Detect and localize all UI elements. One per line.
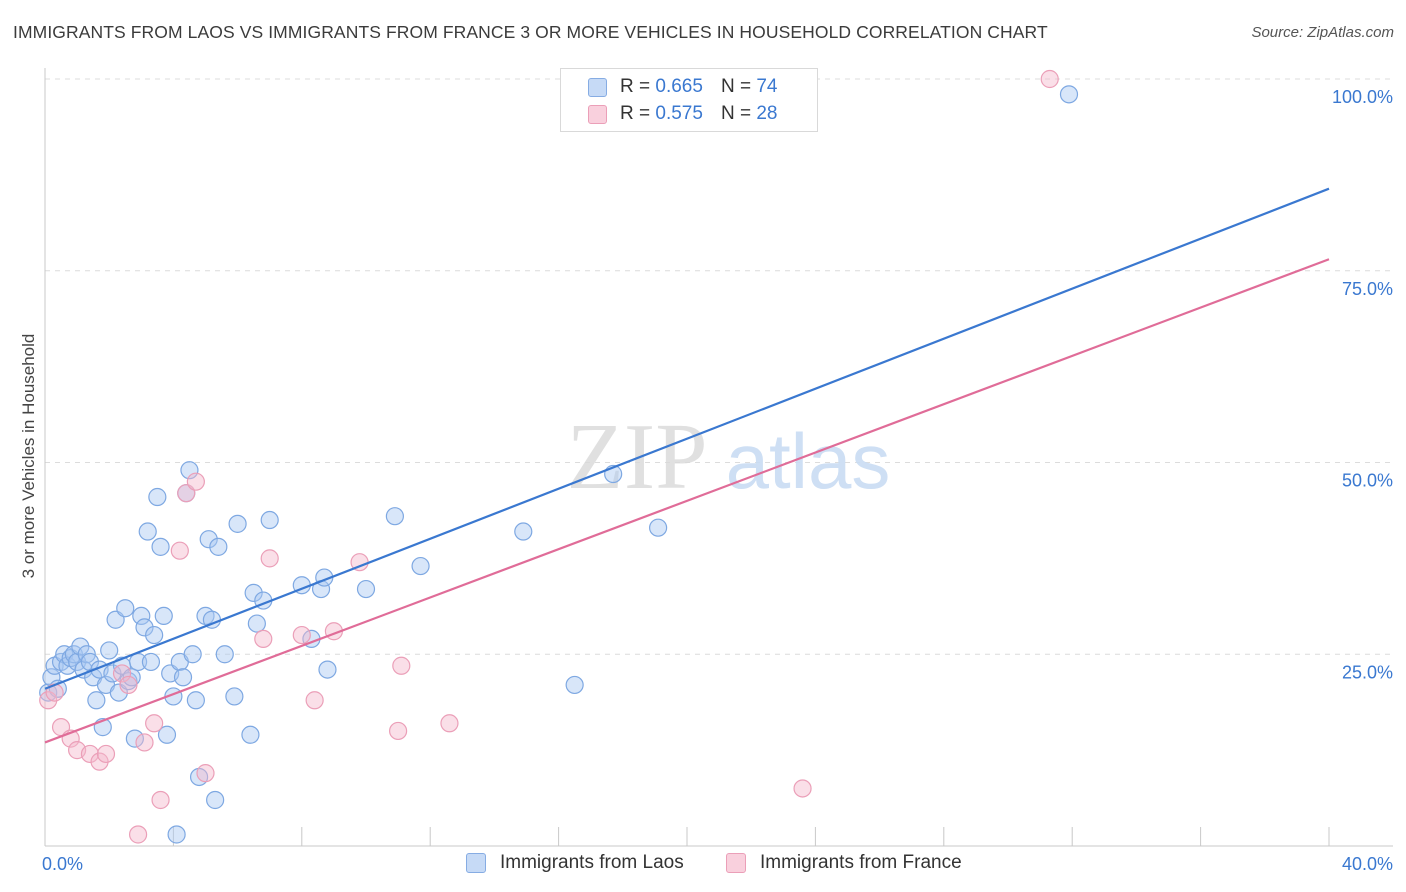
series-legend-france[interactable]: Immigrants from France xyxy=(726,852,962,874)
chart-title: IMMIGRANTS FROM LAOS VS IMMIGRANTS FROM … xyxy=(13,22,1048,42)
point-france xyxy=(135,733,154,752)
point-laos xyxy=(565,675,584,695)
y-tick-label: 100.0% xyxy=(1332,87,1393,107)
point-france xyxy=(196,764,215,783)
legend-n-label: N = xyxy=(720,103,752,124)
point-france xyxy=(119,675,138,695)
series-legend-laos[interactable]: Immigrants from Laos xyxy=(466,852,684,874)
legend-n-value: 74 xyxy=(756,76,778,97)
y-tick-label: 75.0% xyxy=(1342,279,1393,299)
point-france xyxy=(305,691,324,710)
legend-row-france: R = 0.575 N = 28 xyxy=(588,102,777,126)
point-laos xyxy=(356,579,376,599)
point-laos xyxy=(209,537,228,556)
point-france xyxy=(292,625,311,645)
point-france xyxy=(80,744,100,764)
point-laos xyxy=(241,725,260,744)
point-laos xyxy=(125,729,144,748)
point-france xyxy=(170,541,189,560)
legend-swatch-france xyxy=(588,104,607,124)
point-france xyxy=(1040,69,1059,89)
point-laos xyxy=(385,507,404,526)
series-legend: Immigrants from Laos Immigrants from Fra… xyxy=(0,852,1406,876)
legend-n-label: N = xyxy=(720,76,752,97)
point-france xyxy=(128,825,148,844)
point-laos xyxy=(199,530,218,549)
point-france xyxy=(186,472,205,491)
data-points xyxy=(39,69,1079,844)
point-laos xyxy=(173,668,193,687)
point-laos xyxy=(411,556,430,576)
point-laos xyxy=(228,514,247,533)
point-laos xyxy=(157,725,177,744)
y-tick-label: 50.0% xyxy=(1342,471,1393,491)
trend-line-france xyxy=(44,258,1330,744)
point-france xyxy=(254,629,273,649)
gridlines xyxy=(45,78,1393,655)
tick-labels: 25.0% 50.0% 75.0% 100.0% 0.0% 40.0% xyxy=(42,87,1393,874)
point-laos xyxy=(87,691,106,710)
point-laos xyxy=(260,510,279,530)
point-laos xyxy=(148,487,167,507)
point-laos xyxy=(103,664,122,683)
point-laos xyxy=(132,606,151,626)
point-laos xyxy=(206,790,225,810)
point-laos xyxy=(183,645,202,664)
point-laos xyxy=(135,618,154,637)
legend-r-value: 0.665 xyxy=(655,76,703,97)
point-laos xyxy=(318,660,337,679)
point-laos xyxy=(186,691,205,710)
trend-lines xyxy=(44,187,1330,744)
point-laos xyxy=(167,825,186,844)
point-france xyxy=(260,549,279,568)
point-laos xyxy=(244,583,263,602)
series-legend-label: Immigrants from Laos xyxy=(500,852,684,873)
legend-r-label: R = xyxy=(620,76,651,97)
point-laos xyxy=(145,625,164,645)
watermark-atlas: atlas xyxy=(726,417,891,505)
series-legend-label: Immigrants from France xyxy=(760,852,962,873)
watermark-zip: ZIP xyxy=(567,405,708,509)
point-laos xyxy=(39,683,58,702)
point-france xyxy=(96,744,116,764)
point-france xyxy=(112,664,132,683)
legend-n-value: 28 xyxy=(756,103,778,124)
series-swatch-france xyxy=(726,853,746,873)
point-laos xyxy=(514,522,533,541)
point-france xyxy=(389,721,408,741)
point-laos xyxy=(138,522,157,541)
legend-r-value: 0.575 xyxy=(655,103,703,124)
point-laos xyxy=(100,641,119,660)
y-tick-label: 25.0% xyxy=(1342,662,1393,682)
point-laos xyxy=(649,518,668,537)
legend-row-laos: R = 0.665 N = 74 xyxy=(588,75,777,99)
point-laos xyxy=(116,599,135,618)
point-laos xyxy=(141,652,161,672)
point-laos xyxy=(225,687,244,706)
x-tick-label: 40.0% xyxy=(1342,854,1393,874)
point-france xyxy=(151,790,170,810)
series-swatch-laos xyxy=(466,853,486,873)
point-france xyxy=(793,779,812,798)
point-france xyxy=(145,714,164,733)
source-label: Source: ZipAtlas.com xyxy=(1251,24,1394,41)
trend-line-laos xyxy=(44,187,1330,690)
legend-swatch-laos xyxy=(588,77,607,97)
watermark: ZIP atlas xyxy=(567,405,891,509)
point-laos xyxy=(180,461,199,480)
stats-legend: R = 0.665 N = 74 R = 0.575 N = 28 xyxy=(560,68,818,132)
point-france xyxy=(440,714,459,733)
point-laos xyxy=(1059,85,1079,104)
x-tick-label: 0.0% xyxy=(42,854,83,874)
point-laos xyxy=(151,537,170,556)
point-laos xyxy=(247,614,266,633)
point-france xyxy=(392,656,411,675)
point-laos xyxy=(154,606,173,626)
legend-r-label: R = xyxy=(620,103,651,124)
point-laos xyxy=(215,645,234,664)
